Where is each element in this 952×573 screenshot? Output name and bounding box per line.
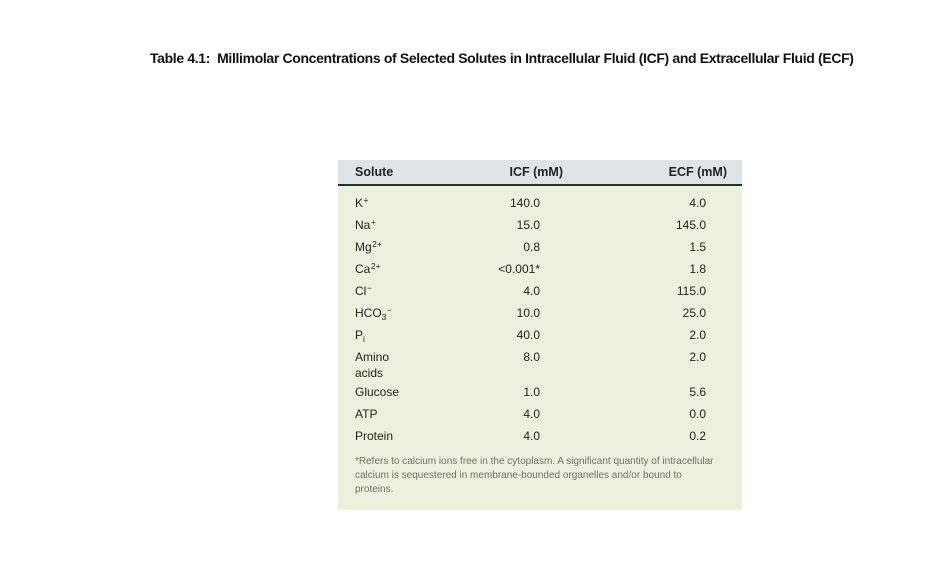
table-row: ATP 4.0 0.0 <box>338 403 742 425</box>
solute-subscript: 3 <box>381 312 387 322</box>
table-row: HCO3− 10.0 25.0 <box>338 302 742 324</box>
table-row: Protein 4.0 0.2 <box>338 425 742 447</box>
icf-value-cell: 4.0 <box>523 284 540 298</box>
solute-base-text: Protein <box>355 429 394 443</box>
solute-superscript: + <box>370 217 376 227</box>
ecf-value-cell: 4.0 <box>689 196 706 210</box>
table-row: Cl− 4.0 115.0 <box>338 280 742 302</box>
icf-value-cell: 0.8 <box>523 240 540 254</box>
ecf-value-cell: 0.2 <box>689 429 706 443</box>
table-body: K+ 140.0 4.0 Na+ 15.0 145.0 Mg2+ 0.8 1.5 Ca2+ <0.0… <box>338 186 742 510</box>
table-title: Table 4.1: Millimolar Concentrations of … <box>150 50 854 66</box>
ecf-value-cell: 2.0 <box>689 328 706 342</box>
table-row: Glucose 1.0 5.6 <box>338 381 742 403</box>
icf-value-cell: 4.0 <box>523 429 540 443</box>
solute-superscript: − <box>366 283 372 293</box>
ecf-value-cell: 2.0 <box>689 350 706 364</box>
solute-base-text: ATP <box>355 407 378 421</box>
table-footnote: *Refers to calcium ions free in the cyto… <box>355 456 714 495</box>
solute-base-text: Na <box>355 218 371 232</box>
solute-superscript: 2+ <box>372 239 382 249</box>
table-row: K+ 140.0 4.0 <box>338 192 742 214</box>
solute-superscript: 2+ <box>370 261 381 271</box>
solute-base-text: Glucose <box>355 385 400 399</box>
icf-value-cell: 15.0 <box>516 218 540 232</box>
table-header-row: Solute ICF (mM) ECF (mM) <box>338 160 742 186</box>
ecf-value-cell: 1.8 <box>689 262 706 276</box>
icf-value-cell: 8.0 <box>523 350 540 364</box>
solute-cell: Glucose <box>338 381 460 400</box>
solute-base-text: Mg <box>355 240 372 254</box>
column-header-solute: Solute <box>355 165 394 179</box>
solute-cell: Mg2+ <box>338 236 460 256</box>
icf-value-cell: 4.0 <box>523 407 540 421</box>
solute-cell: HCO3− <box>338 302 460 322</box>
icf-value-cell: 40.0 <box>516 328 540 342</box>
column-header-ecf: ECF (mM) <box>668 165 727 179</box>
table-row: Ca2+ <0.001* 1.8 <box>338 258 742 280</box>
table-row: Amino acids 8.0 2.0 <box>338 346 742 381</box>
table-row: Na+ 15.0 145.0 <box>338 214 742 236</box>
ecf-value-cell: 115.0 <box>676 284 706 298</box>
solute-base-text: Cl <box>355 284 367 298</box>
table-row: Mg2+ 0.8 1.5 <box>338 236 742 258</box>
solute-cell: K+ <box>338 192 460 212</box>
solute-cell: Protein <box>338 425 460 444</box>
solute-base-text: Ca <box>355 262 371 276</box>
solute-base-text: K <box>355 196 364 210</box>
ecf-value-cell: 25.0 <box>682 306 706 320</box>
icf-value-cell: 10.0 <box>516 306 540 320</box>
solute-cell: ATP <box>338 403 460 422</box>
solute-cell: Cl− <box>338 280 460 300</box>
ecf-value-cell: 145.0 <box>675 218 706 232</box>
ecf-value-cell: 0.0 <box>689 407 706 421</box>
solute-base-text: Amino acids <box>355 350 390 380</box>
icf-value-cell: 1.0 <box>523 385 540 399</box>
solute-cell: Amino acids <box>338 346 460 381</box>
solute-subscript: i <box>363 334 365 344</box>
solute-base-text: HCO <box>355 306 382 320</box>
solute-cell: Ca2+ <box>338 258 460 278</box>
table-rows: K+ 140.0 4.0 Na+ 15.0 145.0 Mg2+ 0.8 1.5 Ca2+ <0.0… <box>338 192 742 447</box>
column-header-icf: ICF (mM) <box>509 165 563 179</box>
table-row: Pi 40.0 2.0 <box>338 324 742 346</box>
icf-value-cell: 140.0 <box>509 196 540 210</box>
solute-superscript: − <box>386 305 392 315</box>
icf-value-cell: <0.001* <box>498 262 540 276</box>
solute-superscript: + <box>363 195 369 205</box>
ecf-value-cell: 5.6 <box>689 385 706 399</box>
solute-cell: Na+ <box>338 214 460 234</box>
solute-base-text: P <box>355 328 364 342</box>
solute-concentration-table: Solute ICF (mM) ECF (mM) K+ 140.0 4.0 Na+ 15… <box>338 160 742 510</box>
ecf-value-cell: 1.5 <box>689 240 706 254</box>
solute-cell: Pi <box>338 324 460 344</box>
